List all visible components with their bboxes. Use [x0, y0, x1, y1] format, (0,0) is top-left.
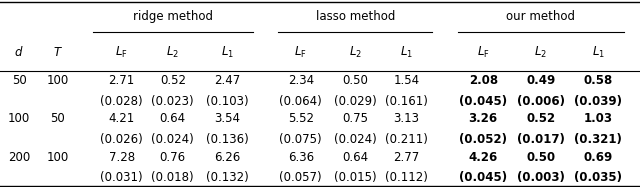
Text: (0.003): (0.003) [517, 171, 564, 184]
Text: 0.58: 0.58 [584, 74, 613, 87]
Text: lasso method: lasso method [316, 10, 395, 23]
Text: $L_2$: $L_2$ [534, 45, 547, 60]
Text: (0.024): (0.024) [152, 133, 194, 146]
Text: (0.321): (0.321) [575, 133, 622, 146]
Text: 0.50: 0.50 [342, 74, 368, 87]
Text: 1.54: 1.54 [394, 74, 419, 87]
Text: 6.36: 6.36 [288, 151, 314, 164]
Text: 2.34: 2.34 [288, 74, 314, 87]
Text: (0.045): (0.045) [459, 95, 508, 108]
Text: 50: 50 [50, 112, 65, 125]
Text: 4.21: 4.21 [108, 112, 135, 125]
Text: 100: 100 [47, 74, 68, 87]
Text: (0.052): (0.052) [460, 133, 507, 146]
Text: (0.029): (0.029) [334, 95, 376, 108]
Text: $L_{\mathrm{F}}$: $L_{\mathrm{F}}$ [115, 45, 128, 60]
Text: 2.77: 2.77 [393, 151, 420, 164]
Text: (0.132): (0.132) [206, 171, 248, 184]
Text: our method: our method [506, 10, 575, 23]
Text: (0.112): (0.112) [385, 171, 428, 184]
Text: 0.64: 0.64 [160, 112, 186, 125]
Text: 50: 50 [12, 74, 27, 87]
Text: 7.28: 7.28 [109, 151, 134, 164]
Text: 0.52: 0.52 [526, 112, 556, 125]
Text: 3.13: 3.13 [394, 112, 419, 125]
Text: $L_1$: $L_1$ [592, 45, 605, 60]
Text: 0.52: 0.52 [160, 74, 186, 87]
Text: (0.075): (0.075) [280, 133, 322, 146]
Text: 100: 100 [47, 151, 68, 164]
Text: $L_{\mathrm{F}}$: $L_{\mathrm{F}}$ [477, 45, 490, 60]
Text: (0.015): (0.015) [334, 171, 376, 184]
Text: (0.057): (0.057) [280, 171, 322, 184]
Text: $d$: $d$ [15, 45, 24, 59]
Text: 2.08: 2.08 [468, 74, 498, 87]
Text: (0.064): (0.064) [280, 95, 322, 108]
Text: (0.211): (0.211) [385, 133, 428, 146]
Text: 3.26: 3.26 [468, 112, 498, 125]
Text: 0.49: 0.49 [526, 74, 556, 87]
Text: 0.75: 0.75 [342, 112, 368, 125]
Text: 2.47: 2.47 [214, 74, 241, 87]
Text: 0.69: 0.69 [584, 151, 613, 164]
Text: 0.50: 0.50 [526, 151, 556, 164]
Text: $L_1$: $L_1$ [400, 45, 413, 60]
Text: (0.031): (0.031) [100, 171, 143, 184]
Text: (0.136): (0.136) [206, 133, 248, 146]
Text: 1.03: 1.03 [584, 112, 613, 125]
Text: 200: 200 [8, 151, 30, 164]
Text: (0.023): (0.023) [152, 95, 194, 108]
Text: $L_1$: $L_1$ [221, 45, 234, 60]
Text: (0.161): (0.161) [385, 95, 428, 108]
Text: (0.018): (0.018) [152, 171, 194, 184]
Text: (0.028): (0.028) [100, 95, 143, 108]
Text: $T$: $T$ [52, 46, 63, 59]
Text: 0.64: 0.64 [342, 151, 368, 164]
Text: (0.039): (0.039) [575, 95, 623, 108]
Text: 5.52: 5.52 [288, 112, 314, 125]
Text: 3.54: 3.54 [214, 112, 240, 125]
Text: $L_2$: $L_2$ [166, 45, 179, 60]
Text: $L_2$: $L_2$ [349, 45, 362, 60]
Text: 0.76: 0.76 [160, 151, 186, 164]
Text: 6.26: 6.26 [214, 151, 241, 164]
Text: 4.26: 4.26 [468, 151, 498, 164]
Text: 100: 100 [8, 112, 30, 125]
Text: (0.026): (0.026) [100, 133, 143, 146]
Text: ridge method: ridge method [133, 10, 212, 23]
Text: (0.103): (0.103) [206, 95, 248, 108]
Text: (0.006): (0.006) [517, 95, 564, 108]
Text: (0.017): (0.017) [517, 133, 564, 146]
Text: (0.024): (0.024) [334, 133, 376, 146]
Text: 2.71: 2.71 [108, 74, 135, 87]
Text: (0.045): (0.045) [459, 171, 508, 184]
Text: $L_{\mathrm{F}}$: $L_{\mathrm{F}}$ [294, 45, 307, 60]
Text: (0.035): (0.035) [575, 171, 623, 184]
